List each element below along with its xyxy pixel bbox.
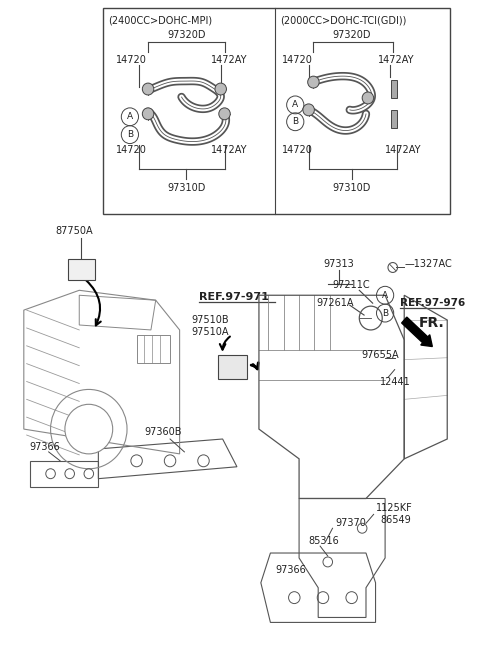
Text: 1125KF: 1125KF [375, 503, 412, 513]
Circle shape [219, 108, 230, 120]
Bar [391, 110, 396, 128]
Text: 97360B: 97360B [144, 427, 182, 437]
Text: 97510A: 97510A [191, 327, 228, 337]
Text: A: A [127, 112, 133, 121]
Text: 97313: 97313 [323, 259, 354, 268]
Text: A: A [382, 291, 388, 300]
Text: 97211C: 97211C [333, 281, 370, 290]
Text: 14720: 14720 [282, 55, 313, 65]
Text: 97261A: 97261A [316, 298, 354, 308]
Text: REF.97-971: REF.97-971 [199, 292, 269, 302]
Circle shape [308, 76, 319, 88]
Bar [218, 354, 247, 378]
Circle shape [143, 83, 154, 95]
Text: 12441: 12441 [380, 378, 411, 388]
Text: 14720: 14720 [116, 145, 146, 154]
Text: 1472AY: 1472AY [211, 55, 248, 65]
Text: 97320D: 97320D [333, 30, 371, 40]
Text: 97320D: 97320D [167, 30, 205, 40]
Text: 87750A: 87750A [55, 226, 93, 236]
Text: 97510B: 97510B [191, 315, 228, 325]
Bar [137, 335, 170, 363]
Circle shape [215, 83, 227, 95]
Text: 14720: 14720 [116, 55, 146, 65]
Text: 14720: 14720 [282, 145, 313, 154]
Text: B: B [127, 130, 133, 139]
Text: B: B [382, 308, 388, 318]
Text: (2000CC>DOHC-TCI(GDI)): (2000CC>DOHC-TCI(GDI)) [280, 16, 407, 26]
FancyArrow shape [402, 317, 432, 347]
Text: A: A [292, 100, 299, 110]
Text: (2400CC>DOHC-MPI): (2400CC>DOHC-MPI) [108, 16, 212, 26]
Text: 1472AY: 1472AY [378, 55, 415, 65]
Text: B: B [292, 117, 299, 126]
Text: REF.97-976: REF.97-976 [400, 298, 466, 308]
Circle shape [143, 108, 154, 120]
Text: 1472AY: 1472AY [385, 145, 421, 154]
Text: FR.: FR. [419, 316, 444, 330]
Text: 97366: 97366 [30, 442, 60, 452]
Text: 1472AY: 1472AY [211, 145, 248, 154]
Text: —1327AC: —1327AC [404, 259, 452, 268]
Text: 86549: 86549 [380, 515, 411, 526]
Circle shape [362, 92, 373, 104]
Text: 97310D: 97310D [333, 183, 371, 193]
Circle shape [65, 404, 113, 454]
Text: 97366: 97366 [275, 565, 306, 575]
Text: 97310D: 97310D [167, 183, 205, 193]
Text: 97655A: 97655A [361, 350, 399, 360]
Bar [391, 80, 396, 98]
Bar [68, 259, 95, 281]
Text: 97370: 97370 [336, 518, 366, 528]
Bar [103, 8, 450, 214]
Text: 85316: 85316 [309, 536, 339, 546]
Circle shape [303, 104, 314, 116]
